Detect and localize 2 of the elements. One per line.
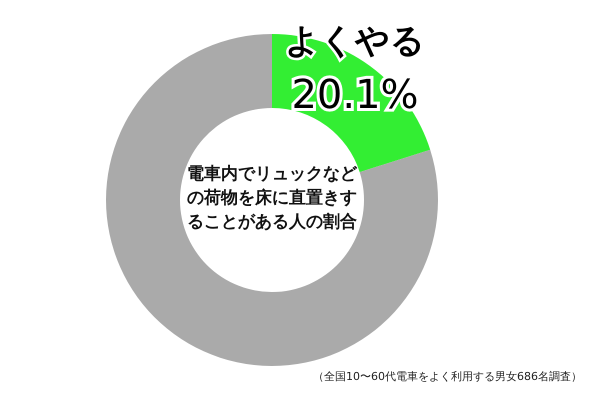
text: （全国10〜60代電車をよく利用する男女686名調査） (313, 369, 582, 384)
text: 電車内でリュックなどの荷物を床に直置きすることがある人の割合 (186, 163, 358, 234)
